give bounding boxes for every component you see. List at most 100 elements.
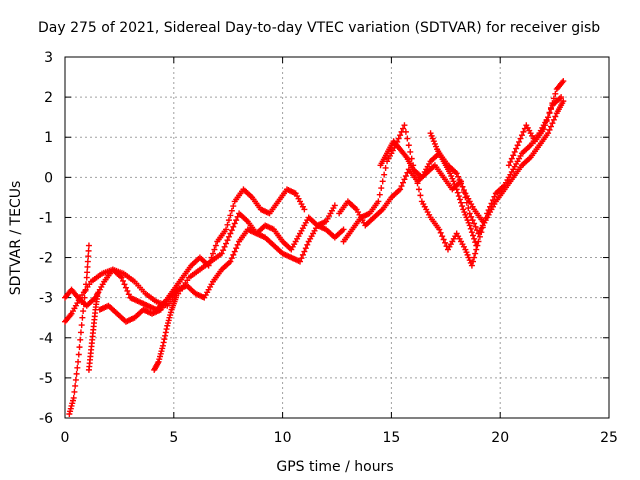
data-point: [398, 183, 405, 190]
data-point: [485, 207, 492, 214]
data-point: [397, 132, 404, 139]
data-point: [508, 155, 515, 162]
data-point: [70, 394, 77, 401]
data-point: [516, 138, 523, 145]
data-point: [224, 237, 231, 244]
data-point: [80, 301, 87, 308]
data-point: [233, 217, 240, 224]
x-axis-label: GPS time / hours: [276, 459, 393, 475]
data-point: [459, 203, 466, 210]
series-arc-11: [505, 94, 565, 169]
data-point: [514, 142, 521, 149]
data-point: [468, 262, 475, 269]
data-point: [491, 193, 498, 200]
data-point: [227, 230, 234, 237]
data-point: [85, 253, 92, 260]
data-point: [211, 246, 218, 253]
data-point: [513, 145, 520, 152]
data-point: [379, 178, 386, 185]
data-point: [479, 218, 486, 225]
data-point: [228, 207, 235, 214]
data-point: [75, 358, 82, 365]
data-point: [549, 120, 556, 127]
data-point: [163, 326, 170, 333]
data-point: [471, 254, 478, 261]
plot-frame: [64, 56, 610, 419]
data-point: [552, 113, 559, 120]
series-arc-6: [151, 294, 179, 373]
data-point: [231, 248, 238, 255]
data-point: [470, 232, 476, 239]
data-point: [234, 241, 241, 248]
data-point: [487, 203, 494, 210]
data-point: [80, 308, 87, 315]
data-point: [84, 269, 91, 276]
data-point: [470, 258, 476, 265]
data-point: [224, 221, 231, 228]
data-point: [453, 170, 460, 177]
series-arc-3: [96, 222, 347, 325]
data-point: [473, 242, 480, 249]
data-point: [228, 227, 235, 234]
data-point: [82, 287, 89, 294]
data-point: [78, 322, 85, 329]
data-point: [472, 250, 479, 257]
data-point: [552, 90, 559, 97]
data-point: [479, 224, 486, 231]
data-point: [77, 336, 84, 343]
data-point: [471, 235, 478, 242]
data-point: [454, 189, 461, 196]
data-point: [85, 247, 92, 254]
data-point: [125, 291, 132, 298]
data-markers: [62, 78, 567, 417]
data-point: [223, 226, 230, 233]
data-point: [302, 245, 309, 252]
data-point: [121, 281, 128, 288]
data-point: [437, 229, 444, 236]
y-tick-label: -6: [39, 411, 53, 427]
data-point: [545, 130, 552, 137]
data-point: [73, 370, 80, 377]
data-point: [401, 122, 408, 129]
data-point: [402, 172, 409, 179]
data-point: [75, 351, 82, 358]
data-point: [378, 185, 385, 192]
x-tick-label: 10: [274, 430, 292, 446]
data-point: [231, 220, 238, 227]
data-point: [458, 180, 465, 187]
data-point: [466, 210, 473, 217]
data-point: [468, 229, 475, 236]
data-point: [542, 122, 549, 129]
data-point: [482, 215, 489, 222]
data-point: [218, 250, 225, 257]
y-tick-label: -3: [39, 291, 53, 307]
data-point: [476, 233, 483, 240]
data-point: [439, 233, 446, 240]
data-point: [517, 135, 524, 142]
data-point: [120, 277, 127, 284]
data-point: [225, 217, 232, 224]
data-point: [233, 245, 240, 252]
data-point: [543, 118, 550, 125]
series-arc-4: [66, 242, 92, 417]
data-point: [223, 240, 230, 247]
data-point: [299, 251, 306, 258]
data-point: [560, 78, 567, 85]
data-point: [397, 186, 404, 193]
data-point: [547, 106, 554, 113]
series-arc-5: [85, 290, 101, 373]
data-point: [458, 199, 465, 206]
data-point: [220, 247, 227, 254]
data-point: [84, 258, 91, 265]
data-point: [76, 344, 83, 351]
series-arc-10: [427, 130, 480, 249]
data-point: [505, 162, 512, 169]
data-point: [558, 94, 565, 101]
y-tick-label: 1: [44, 130, 53, 146]
y-tick-label: -5: [39, 371, 53, 387]
data-point: [395, 135, 402, 142]
data-point: [478, 229, 485, 236]
data-point: [227, 212, 234, 219]
data-point: [484, 210, 491, 217]
data-point: [79, 314, 86, 321]
